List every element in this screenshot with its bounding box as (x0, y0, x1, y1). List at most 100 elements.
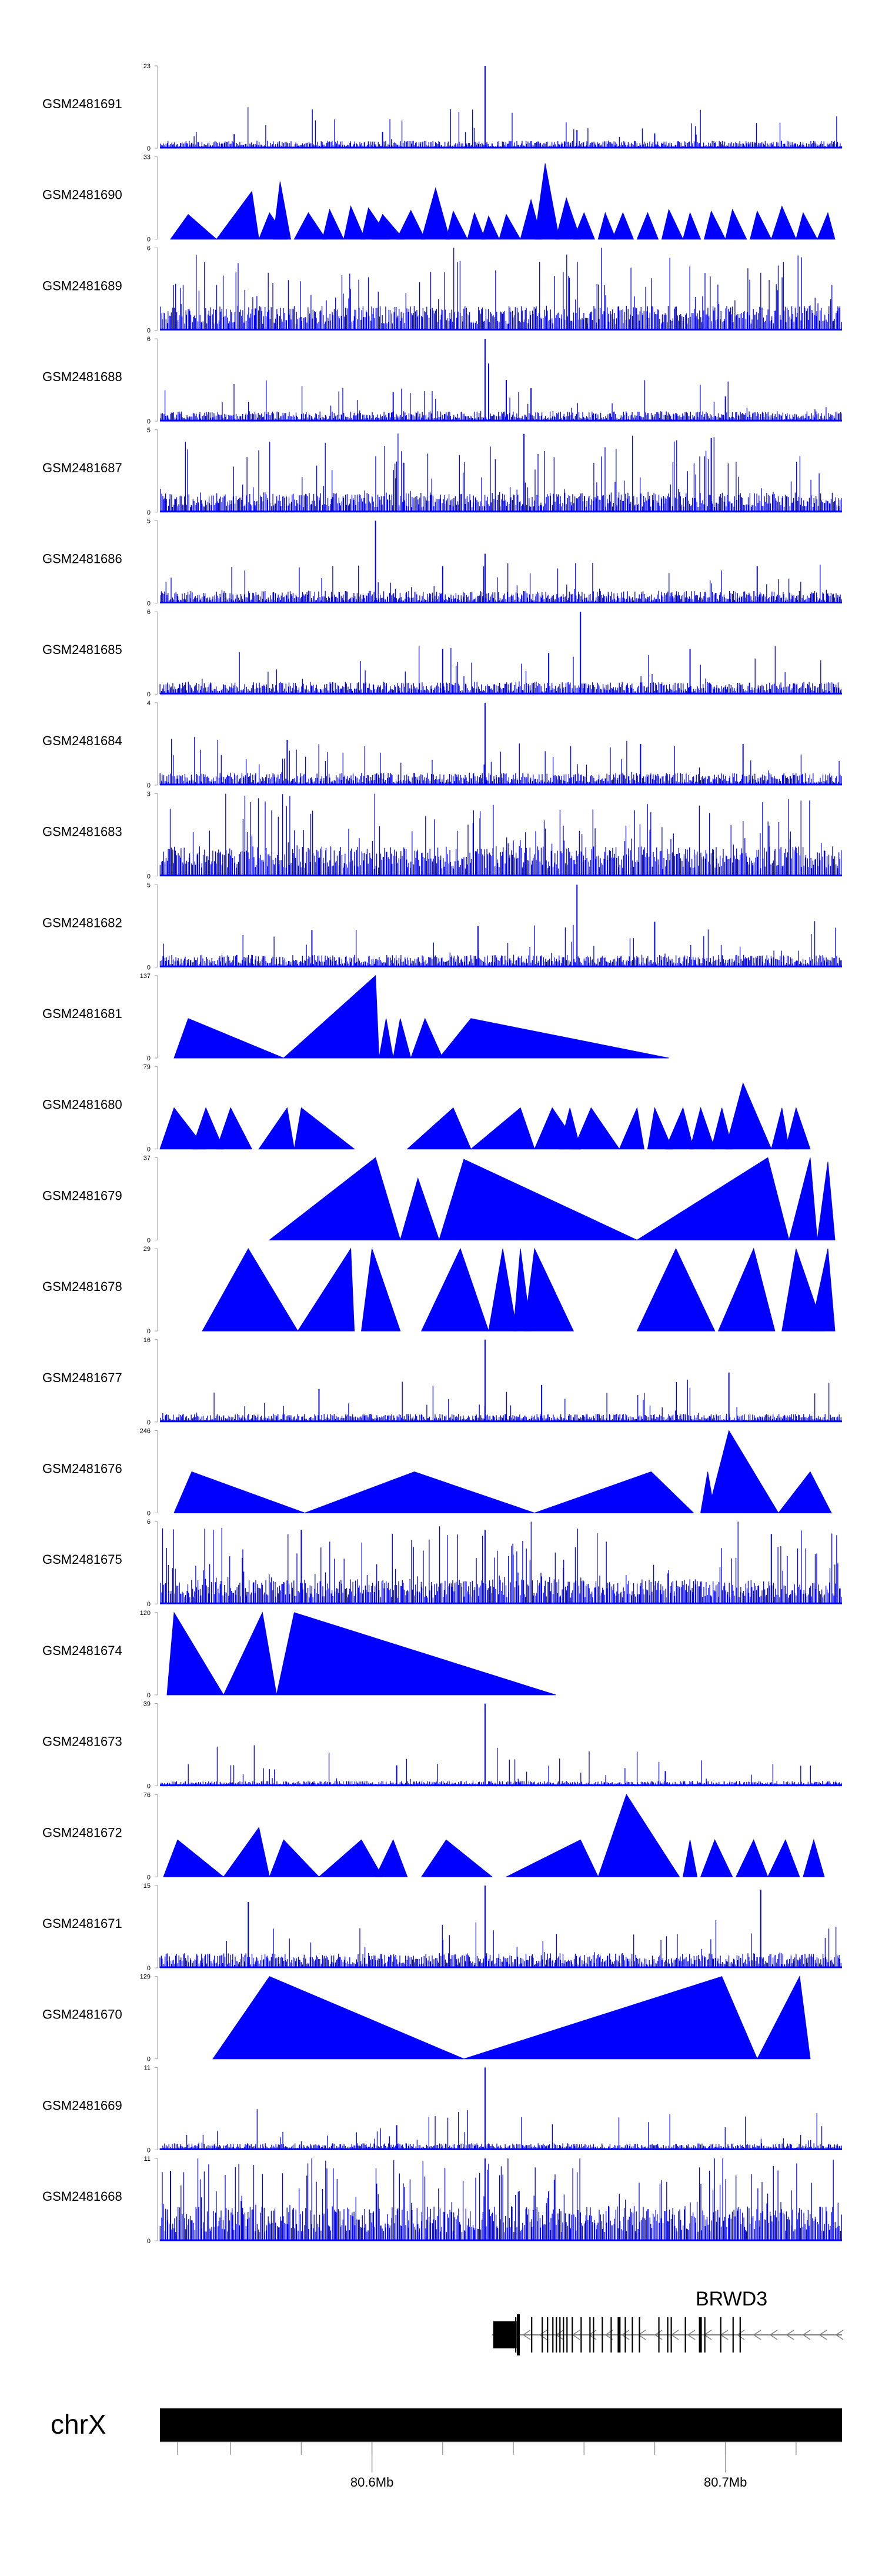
triangle-mark (803, 1838, 825, 1877)
coverage-spikes (160, 107, 843, 148)
track-gsm2481675: GSM2481675 6 0 (42, 1519, 842, 1608)
triangle-mark (223, 1611, 277, 1696)
y-zero-label: 0 (147, 600, 151, 608)
triangle-mark (573, 212, 596, 240)
track-label: GSM2481688 (42, 369, 122, 384)
strand-arrow (736, 2330, 745, 2340)
strand-arrow (621, 2330, 630, 2340)
triangle-mark (750, 210, 772, 240)
triangle-mark (173, 1018, 284, 1059)
triangle-mark (767, 1839, 800, 1877)
triangle-mark (191, 1107, 224, 1150)
triangle-mark (379, 1018, 394, 1059)
track-gsm2481689: GSM2481689 6 0 (42, 245, 842, 334)
exon (739, 2317, 741, 2353)
exon (556, 2317, 557, 2353)
y-zero-label: 0 (147, 1965, 151, 1972)
exon (516, 2314, 520, 2355)
y-max-label: 11 (144, 2155, 151, 2163)
track-label: GSM2481690 (42, 188, 122, 202)
y-max-label: 6 (147, 245, 151, 252)
triangle-mark (506, 1839, 599, 1877)
triangle-mark (371, 213, 405, 240)
triangle-mark (223, 1827, 270, 1877)
exon (547, 2317, 549, 2353)
triangle-mark (438, 1018, 669, 1059)
triangle-mark (534, 163, 560, 240)
y-max-label: 11 (144, 2064, 151, 2071)
triangle-mark (446, 210, 468, 240)
y-zero-label: 0 (147, 691, 151, 698)
track-label: GSM2481670 (42, 2007, 122, 2022)
track-gsm2481684: GSM2481684 4 0 (42, 700, 842, 789)
y-max-label: 23 (143, 63, 151, 70)
y-zero-label: 0 (147, 1601, 151, 1608)
exon (617, 2317, 621, 2353)
exon (667, 2317, 669, 2353)
triangle-mark (293, 212, 327, 240)
track-gsm2481685: GSM2481685 6 0 (42, 609, 842, 698)
triangle-mark (216, 1107, 253, 1150)
triangle-mark (163, 1839, 225, 1877)
triangle-mark (612, 212, 634, 240)
y-max-label: 3 (147, 791, 151, 798)
triangle-mark (717, 1247, 776, 1332)
triangle-mark (470, 1107, 535, 1150)
strand-arrow (637, 2330, 646, 2340)
strand-arrow (769, 2330, 778, 2340)
track-label: GSM2481680 (42, 1097, 122, 1112)
track-label: GSM2481676 (42, 1461, 122, 1476)
triangle-mark (488, 1249, 517, 1332)
triangle-mark (166, 1611, 225, 1696)
track-label: GSM2481687 (42, 461, 122, 475)
track-label: GSM2481672 (42, 1825, 122, 1840)
triangle-mark (268, 1157, 401, 1240)
y-max-label: 4 (147, 700, 151, 707)
track-gsm2481680: GSM2481680 79 0 (42, 1064, 811, 1153)
triangle-mark (467, 212, 486, 240)
triangle-mark (439, 1159, 637, 1240)
track-gsm2481691: GSM2481691 23 0 (42, 63, 843, 152)
exon (563, 2317, 564, 2353)
y-max-label: 246 (140, 1428, 151, 1435)
triangle-mark (499, 213, 521, 240)
triangle-mark (297, 1247, 355, 1332)
triangle-mark (375, 1839, 408, 1877)
track-gsm2481690: GSM2481690 33 0 (42, 154, 836, 243)
triangle-mark (725, 1082, 772, 1150)
y-max-label: 39 (143, 1701, 151, 1708)
triangle-mark (810, 1248, 836, 1332)
y-zero-label: 0 (147, 1328, 151, 1335)
track-label: GSM2481675 (42, 1552, 122, 1567)
triangle-mark (636, 1247, 716, 1332)
track-label: GSM2481685 (42, 642, 122, 657)
exon (602, 2317, 603, 2353)
strand-arrow (818, 2330, 827, 2340)
triangle-mark (710, 1107, 733, 1150)
triangle-mark (361, 1248, 401, 1332)
track-gsm2481668: GSM2481668 11 0 (42, 2155, 842, 2245)
triangle-mark (212, 1976, 465, 2060)
y-zero-label: 0 (147, 1692, 151, 1699)
y-zero-label: 0 (147, 1146, 151, 1153)
coverage-spikes (159, 793, 842, 876)
triangle-mark (410, 1017, 443, 1059)
triangle-mark (661, 208, 684, 240)
triangle-mark (269, 1839, 320, 1877)
triangle-mark (817, 212, 836, 240)
track-label: GSM2481682 (42, 915, 122, 930)
triangle-mark (597, 212, 617, 240)
gene-exons (493, 2314, 741, 2355)
triangle-mark (619, 1106, 645, 1150)
triangle-mark (322, 208, 345, 240)
triangle-mark (318, 1839, 383, 1877)
triangle-mark (817, 1162, 836, 1240)
coverage-spikes (159, 646, 842, 695)
triangle-mark (343, 205, 366, 240)
track-label: GSM2481668 (42, 2189, 122, 2204)
chromosome-track: chrX (51, 2408, 842, 2442)
triangle-mark (159, 1107, 207, 1150)
track-gsm2481672: GSM2481672 76 0 (42, 1791, 825, 1881)
y-max-label: 137 (140, 973, 151, 980)
exon (732, 2317, 734, 2353)
